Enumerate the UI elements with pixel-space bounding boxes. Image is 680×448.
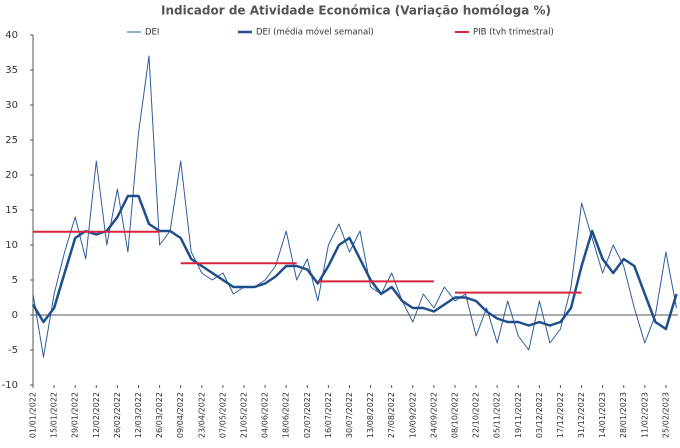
x-tick-label: 19/11/2022 bbox=[514, 392, 523, 438]
x-tick-label: 26/02/2022 bbox=[113, 392, 122, 438]
y-tick-label: 25 bbox=[5, 135, 18, 146]
y-tick-label: -5 bbox=[8, 345, 18, 356]
x-tick-label: 15/01/2022 bbox=[50, 392, 59, 438]
y-tick-label: 15 bbox=[5, 205, 18, 216]
y-tick-label: 0 bbox=[12, 310, 18, 321]
x-tick-label: 24/09/2022 bbox=[429, 392, 438, 438]
legend-label: DEI (média móvel semanal) bbox=[256, 27, 374, 38]
x-tick-label: 21/05/2022 bbox=[239, 392, 248, 438]
y-tick-label: 40 bbox=[5, 30, 18, 41]
y-tick-label: 20 bbox=[5, 170, 18, 181]
series-line bbox=[31, 194, 678, 331]
x-tick-label: 09/04/2022 bbox=[176, 392, 185, 438]
y-tick-label: 5 bbox=[12, 275, 18, 286]
x-tick-label: 07/05/2022 bbox=[218, 392, 227, 438]
x-tick-label: 23/04/2022 bbox=[197, 392, 206, 438]
x-tick-label: 17/12/2022 bbox=[556, 392, 565, 438]
x-tick-label: 03/12/2022 bbox=[535, 392, 544, 438]
legend-label: PIB (tvh trimestral) bbox=[473, 28, 554, 38]
x-tick-label: 16/07/2022 bbox=[324, 392, 333, 438]
x-tick-label: 11/02/2023 bbox=[640, 392, 649, 438]
y-tick-label: -10 bbox=[2, 380, 18, 391]
x-tick-label: 27/08/2022 bbox=[387, 392, 396, 438]
x-tick-label: 13/08/2022 bbox=[366, 392, 375, 438]
series-line bbox=[33, 230, 582, 294]
y-tick-label: 10 bbox=[5, 240, 18, 251]
x-tick-label: 18/06/2022 bbox=[282, 392, 291, 438]
x-tick-label: 04/06/2022 bbox=[261, 392, 270, 438]
x-tick-label: 22/10/2022 bbox=[472, 392, 481, 438]
legend-label: DEI bbox=[145, 28, 159, 38]
x-tick-label: 02/07/2022 bbox=[303, 392, 312, 438]
x-tick-label: 10/09/2022 bbox=[408, 392, 417, 438]
chart-title: Indicador de Atividade Económica (Variaç… bbox=[161, 4, 551, 18]
x-tick-label: 14/01/2023 bbox=[598, 392, 607, 438]
y-tick-label: 30 bbox=[5, 100, 18, 111]
x-tick-label: 29/01/2022 bbox=[71, 392, 80, 438]
x-tick-label: 25/02/2023 bbox=[661, 392, 670, 438]
x-tick-label: 05/11/2022 bbox=[493, 392, 502, 438]
series-line bbox=[32, 55, 677, 358]
y-tick-label: 35 bbox=[5, 65, 18, 76]
x-tick-label: 28/01/2023 bbox=[619, 392, 628, 438]
x-tick-label: 01/01/2022 bbox=[29, 392, 38, 438]
x-tick-label: 26/03/2022 bbox=[155, 392, 164, 438]
x-tick-label: 12/03/2022 bbox=[134, 392, 143, 438]
x-tick-label: 08/10/2022 bbox=[450, 392, 459, 438]
x-tick-label: 31/12/2022 bbox=[577, 392, 586, 438]
x-tick-label: 12/02/2022 bbox=[92, 392, 101, 438]
x-tick-label: 30/07/2022 bbox=[345, 392, 354, 438]
